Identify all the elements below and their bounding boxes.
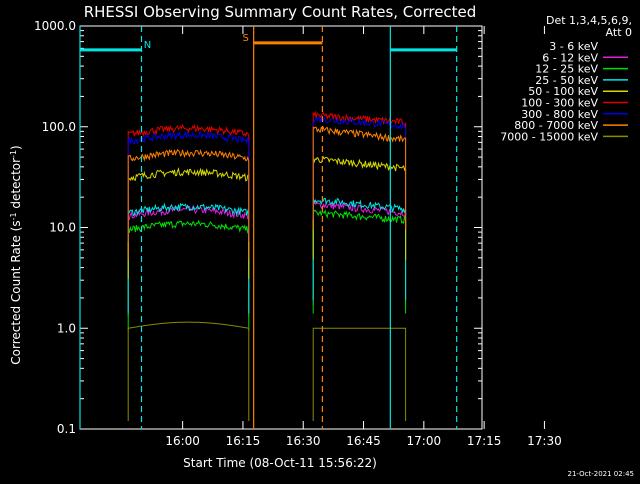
y-axis-label: Corrected Count Rate (s-1 detector-1) xyxy=(9,145,23,364)
x-tick-label: 16:00 xyxy=(165,434,200,448)
legend-header-2: Att 0 xyxy=(606,26,632,39)
legend-header-1: Det 1,3,4,5,6,9, xyxy=(546,14,632,27)
x-tick-label: 16:15 xyxy=(226,434,261,448)
y-tick-label: 10.0 xyxy=(49,221,76,235)
series-line-5 xyxy=(127,110,407,236)
y-tick-label: 0.1 xyxy=(57,422,76,436)
series-line-0 xyxy=(127,182,407,294)
plot-frame xyxy=(79,25,483,430)
legend-label: 50 - 100 keV xyxy=(528,85,598,98)
legend-label: 3 - 6 keV xyxy=(549,40,598,53)
flag-label-1: S xyxy=(242,33,248,44)
legend-label: 100 - 300 keV xyxy=(521,97,598,110)
x-axis-label: Start Time (08-Oct-11 15:56:22) xyxy=(183,456,377,470)
series-line-3 xyxy=(127,197,407,314)
x-tick-label: 16:45 xyxy=(346,434,381,448)
x-tick-label: 16:30 xyxy=(286,434,321,448)
legend-label: 300 - 800 keV xyxy=(521,108,598,121)
plot-area: 0.1 1.0 10.0 100.0 1000.0 16:00 16:15 16:30 16:4… xyxy=(34,19,562,448)
y-tick-label: 1.0 xyxy=(57,321,76,335)
timestamp: 21-Oct-2021 02:45 xyxy=(567,470,634,478)
legend-label: 25 - 50 keV xyxy=(535,74,598,87)
x-tick-label: 17:15 xyxy=(467,434,502,448)
legend-label: 12 - 25 keV xyxy=(535,63,598,76)
flag-label-0: N xyxy=(144,40,151,51)
x-tick-label: 17:30 xyxy=(527,434,562,448)
chart-title: RHESSI Observing Summary Count Rates, Co… xyxy=(84,3,477,21)
y-tick-label: 100.0 xyxy=(42,120,76,134)
series-line-7 xyxy=(127,126,407,260)
series-line-1 xyxy=(127,200,407,317)
legend-label: 800 - 7000 keV xyxy=(514,119,598,132)
series-line-8 xyxy=(127,321,407,421)
x-tick-label: 17:00 xyxy=(407,434,442,448)
y-tick-label: 1000.0 xyxy=(34,19,76,33)
series-line-2 xyxy=(127,208,407,331)
legend-label: 6 - 12 keV xyxy=(542,51,598,64)
legend-label: 7000 - 15000 keV xyxy=(500,130,598,143)
